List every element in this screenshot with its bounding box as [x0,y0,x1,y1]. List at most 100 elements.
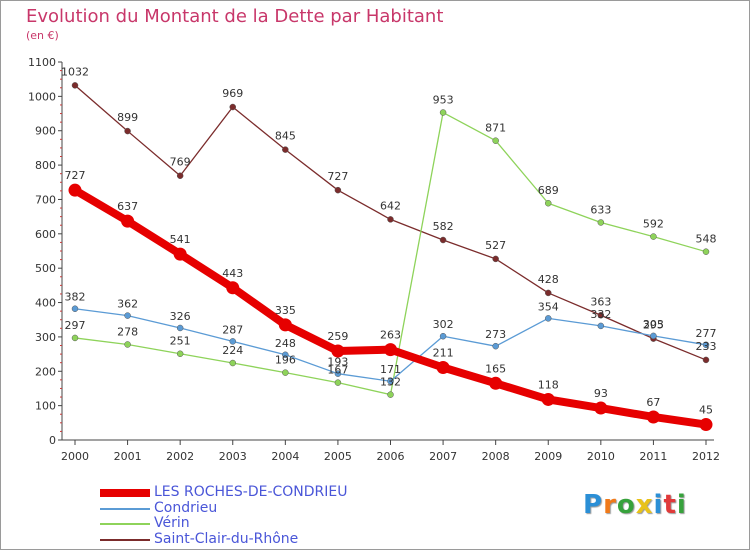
data-label: 362 [117,298,138,311]
data-point [650,332,657,340]
data-label: 845 [275,130,296,143]
x-tick-label: 2009 [534,450,562,463]
data-label: 592 [643,218,664,231]
data-point [387,216,394,223]
data-label: 428 [538,273,559,286]
data-point [226,281,240,295]
data-label: 278 [117,325,138,338]
logo-letter: t [663,490,677,520]
data-point [439,332,447,340]
data-label: 354 [538,300,559,313]
data-point [702,248,710,255]
data-point [541,392,555,406]
data-point [71,305,79,312]
data-point [492,137,499,144]
data-label: 1032 [61,65,89,78]
logo-letter: x [635,490,654,520]
data-point [176,350,184,357]
data-point [489,376,503,390]
y-tick-label: 800 [35,159,56,172]
data-label: 45 [699,404,713,417]
data-label: 363 [590,295,611,308]
x-tick-label: 2001 [114,450,142,463]
data-point [282,369,289,376]
y-tick-label: 1000 [28,90,56,103]
data-label: 582 [433,220,454,233]
data-point [229,338,236,345]
data-point [176,172,184,179]
data-label: 332 [590,308,611,321]
data-label: 527 [485,239,506,252]
data-point [646,410,660,424]
legend-swatch [100,538,150,541]
data-label: 211 [433,346,454,359]
x-tick-label: 2006 [377,450,405,463]
data-point [439,109,447,116]
y-tick-label: 400 [35,297,56,310]
data-label: 251 [170,335,191,348]
data-point [334,379,342,386]
data-point [545,289,552,297]
data-point [492,342,499,350]
data-point [545,199,552,207]
data-point [334,370,342,377]
data-label: 727 [65,169,86,182]
data-point [176,324,184,332]
legend-label: Condrieu [154,499,218,516]
data-point [597,312,605,319]
data-point [650,233,657,240]
chart-title: Evolution du Montant de la Dette par Hab… [26,6,444,27]
y-tick-label: 300 [35,331,56,344]
data-label: 871 [485,122,506,135]
data-point [71,82,79,89]
data-label: 165 [485,362,506,375]
data-point [229,359,236,367]
data-point [492,255,499,263]
data-point [71,334,79,342]
data-label: 273 [485,328,506,341]
data-label: 642 [380,199,401,212]
data-label: 899 [117,111,138,124]
proxiti-logo: Proxiti [583,490,687,520]
data-label: 326 [170,310,191,323]
y-tick-label: 900 [35,125,56,138]
data-label: 277 [696,327,717,340]
x-tick-label: 2012 [692,450,720,463]
y-tick-label: 500 [35,262,56,275]
data-label: 689 [538,184,559,197]
data-label: 233 [696,340,717,353]
data-point [173,247,187,261]
y-tick-label: 1100 [28,56,56,69]
data-point [439,236,447,244]
data-label: 633 [590,203,611,216]
data-point [124,312,131,319]
x-tick-label: 2011 [639,450,667,463]
data-label: 637 [117,200,138,213]
x-tick-label: 2002 [166,450,194,463]
data-point [597,219,605,226]
data-point [545,315,552,322]
data-label: 443 [222,267,243,280]
data-label: 969 [222,87,243,100]
data-label: 382 [65,291,86,304]
data-point [597,322,605,330]
logo-letter: P [583,490,604,520]
data-label: 193 [327,356,348,369]
logo-letter: o [616,490,636,520]
data-label: 302 [433,318,454,331]
data-label: 196 [275,354,296,367]
x-tick-label: 2005 [324,450,352,463]
y-tick-label: 0 [49,434,56,447]
data-label: 295 [643,319,664,332]
y-tick-label: 100 [35,400,56,413]
data-point [331,344,345,358]
data-point [334,186,342,194]
logo-letter: i [653,490,664,520]
data-point [436,360,450,374]
data-label: 287 [222,323,243,336]
data-point [702,341,710,349]
legend-label: Saint-Clair-du-Rhône [154,530,299,547]
logo-letter: i [676,490,687,520]
data-label: 303 [643,318,664,331]
